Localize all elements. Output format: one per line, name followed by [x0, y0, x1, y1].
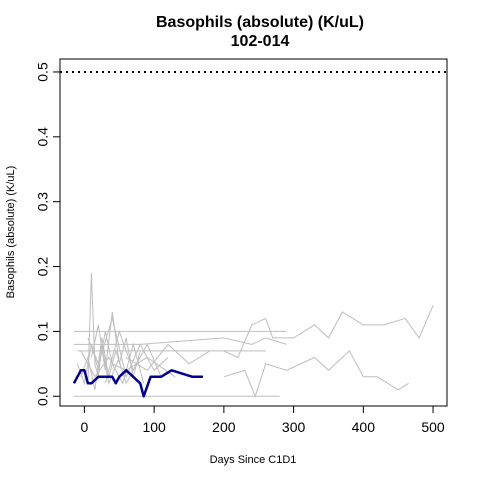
- y-tick-label-0: 0.0: [35, 386, 51, 406]
- x-tick-label-100: 100: [142, 419, 166, 435]
- background-series-line-7: [90, 311, 141, 377]
- y-axis-label: Basophils (absolute) (K/uL): [5, 166, 17, 299]
- background-series-line-8: [87, 316, 169, 379]
- chart-title: Basophils (absolute) (K/uL): [156, 14, 364, 31]
- y-tick-label-3: 0.3: [35, 192, 51, 212]
- highlight-series-line: [72, 369, 203, 398]
- background-series-line-11: [80, 342, 145, 385]
- x-axis-label: Days Since C1D1: [210, 454, 297, 466]
- y-tick-label-1: 0.1: [35, 321, 51, 341]
- background-series-line-13: [223, 305, 434, 359]
- x-tick-label-300: 300: [282, 419, 306, 435]
- chart-subtitle: 102-014: [231, 33, 290, 50]
- x-tick-label-0: 0: [81, 419, 89, 435]
- background-series-line-4: [76, 331, 176, 386]
- background-series-line-9: [104, 329, 162, 384]
- plot-frame: [59, 58, 448, 407]
- background-series-line-12: [223, 350, 409, 398]
- background-series-line-10: [125, 343, 211, 371]
- x-tick-label-500: 500: [421, 419, 445, 435]
- y-tick-label-2: 0.2: [35, 257, 51, 277]
- background-series-line-2: [73, 337, 287, 345]
- x-tick-label-200: 200: [212, 419, 236, 435]
- y-tick-label-5: 0.5: [35, 62, 51, 82]
- y-tick-label-4: 0.4: [35, 127, 51, 147]
- series-layer: [60, 70, 447, 398]
- x-tick-label-400: 400: [352, 419, 376, 435]
